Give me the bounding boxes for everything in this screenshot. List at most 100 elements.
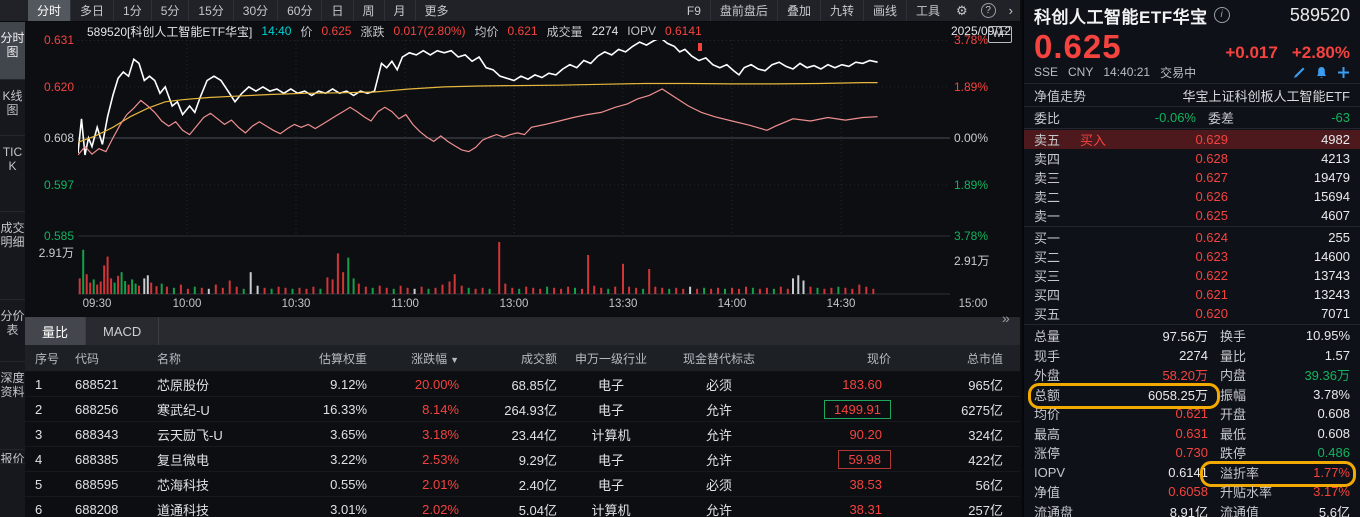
cell-code: 688208 (75, 501, 119, 517)
bid-level-买五[interactable]: 买五 0.620 7071 (1034, 304, 1350, 323)
column-header-现价[interactable]: 现价 (866, 351, 891, 366)
volume-bar (113, 282, 116, 294)
stat-row-现手: 现手 2274 量比 1.57 (1034, 346, 1350, 366)
volume-bar (745, 286, 747, 294)
tool-叠加[interactable]: 叠加 (776, 0, 820, 21)
period-tab-1分[interactable]: 1分 (113, 0, 151, 21)
stat-label-净值: 净值 (1034, 485, 1061, 501)
bid-level-买四[interactable]: 买四 0.621 13243 (1034, 285, 1350, 304)
volume-bar (816, 287, 819, 294)
tool-盘前盘后[interactable]: 盘前盘后 (709, 0, 777, 21)
stat-value-净值: 0.6058 (1168, 484, 1208, 500)
ask-level-卖四[interactable]: 卖四 0.628 4213 (1034, 149, 1350, 168)
stat-row-涨停: 涨停 0.730 跌停 0.486 (1034, 443, 1350, 463)
ask-level-卖三[interactable]: 卖三 0.627 19479 (1034, 168, 1350, 187)
help-icon[interactable]: ? (980, 3, 996, 18)
column-header-现金替代标志[interactable]: 现金替代标志 (682, 351, 755, 366)
column-header-申万一级行业[interactable]: 申万一级行业 (574, 351, 647, 366)
price-value: 0.625 (321, 24, 352, 38)
tool-九转[interactable]: 九转 (819, 0, 863, 21)
table-row-688595[interactable]: 5 688595 芯海科技 0.55% 2.01% 2.40亿 电子 必须 38.53 56亿 (25, 472, 1020, 497)
table-row-688343[interactable]: 3 688343 云天励飞-U 3.65% 3.18% 23.44亿 计算机 允许 90.20 3… (25, 422, 1020, 447)
bid-level-买二[interactable]: 买二 0.623 14600 (1034, 247, 1350, 266)
volume-bar (342, 272, 345, 294)
volume-bar (357, 283, 360, 294)
quote-stats: 总量 97.56万 换手 10.95% 现手 2274 量比 1.57 外盘 58.20万 内盘 39… (1028, 326, 1356, 517)
nav-trend-row[interactable]: 净值走势 华宝上证科创板人工智能ETF (1034, 85, 1350, 105)
sidebar-item-报价[interactable]: 报价 (0, 452, 25, 464)
column-header-涨跌幅[interactable]: 涨跌幅 ▼ (411, 351, 459, 366)
tool-工具[interactable]: 工具 (905, 0, 949, 21)
period-tab-15分[interactable]: 15分 (188, 0, 232, 21)
ask-level-卖二[interactable]: 卖二 0.626 15694 (1034, 187, 1350, 206)
gear-icon[interactable]: ⚙ (956, 2, 968, 18)
volume-bar (772, 288, 775, 294)
volume-bar (92, 279, 95, 294)
stat-label-均价: 均价 (1034, 407, 1061, 423)
volume-bar (172, 287, 175, 294)
bid-level-买一[interactable]: 买一 0.624 255 (1034, 228, 1350, 247)
period-toolbar: 分时 多日 1分 5分 15分 30分 60分日周月更多 F9 盘前盘后 叠加 九转 画线 工具 ⚙? › (0, 0, 1020, 22)
edit-pencil-icon[interactable] (1293, 66, 1306, 79)
stat-label-量比: 量比 (1220, 348, 1247, 364)
bid-label: 买五 (1034, 307, 1061, 322)
column-header-序号[interactable]: 序号 (35, 351, 60, 366)
period-tab-月[interactable]: 月 (383, 0, 415, 21)
cell-mcap: 422亿 (968, 452, 1003, 468)
period-tab-日[interactable]: 日 (321, 0, 352, 21)
period-tab-60分[interactable]: 60分 (277, 0, 321, 21)
column-header-估算权重[interactable]: 估算权重 (318, 351, 367, 366)
sidebar-item-TICK[interactable]: TICK (0, 136, 25, 212)
period-tab-更多[interactable]: 更多 (414, 0, 458, 21)
sidebar-item-成交明细[interactable]: 成交明细 (0, 212, 25, 300)
tool-画线[interactable]: 画线 (862, 0, 906, 21)
chevron-right-icon[interactable]: › (1008, 3, 1013, 18)
column-header-成交额[interactable]: 成交额 (520, 351, 557, 366)
period-tab-分时[interactable]: 分时 (28, 0, 71, 21)
wp-monitor-icon[interactable]: WP (988, 26, 1012, 43)
period-tab-多日[interactable]: 多日 (70, 0, 113, 21)
stat-value-外盘: 58.20万 (1162, 368, 1208, 384)
table-row-688208[interactable]: 6 688208 道通科技 3.01% 2.02% 5.04亿 计算机 允许 38.31 257亿 (25, 497, 1020, 517)
info-icon[interactable]: i (1213, 7, 1230, 23)
sidebar-item-分时图[interactable]: 分时图 (0, 22, 25, 80)
volume-bar (738, 288, 740, 294)
intraday-chart-canvas[interactable] (78, 40, 950, 296)
volume-bar (600, 287, 603, 294)
table-row-688385[interactable]: 4 688385 复旦微电 3.22% 2.53% 9.29亿 电子 允许 59.98 422亿 (25, 447, 1020, 472)
volume-bar (587, 255, 590, 294)
volume-bar (235, 286, 238, 294)
column-header-代码[interactable]: 代码 (75, 351, 100, 366)
ask-level-卖一[interactable]: 卖一 0.625 4607 (1034, 206, 1350, 225)
alert-bell-icon[interactable] (1315, 66, 1328, 79)
panel-collapse-handle[interactable]: » (1002, 310, 1010, 326)
sidebar-item-K线图[interactable]: K线图 (0, 80, 25, 136)
nav-trend-label: 净值走势 (1034, 88, 1087, 104)
indicator-tab-量比[interactable]: 量比 (25, 317, 87, 346)
price-change: +0.017 +2.80% (1211, 43, 1350, 63)
column-header-名称[interactable]: 名称 (157, 351, 182, 366)
cell-weight: 16.33% (322, 401, 367, 417)
period-tab-30分[interactable]: 30分 (232, 0, 277, 21)
bid-level-买三[interactable]: 买三 0.622 13743 (1034, 266, 1350, 285)
sidebar-item-分价表[interactable]: 分价表 (0, 300, 25, 362)
change-value: 0.017(2.80%) (393, 24, 466, 38)
stat-value-总额: 6058.25万 (1148, 387, 1208, 403)
sidebar-item-深度资料[interactable]: 深度资料 (0, 362, 25, 450)
ask-level-卖五[interactable]: 卖五 买入 0.629 4982 (1024, 130, 1360, 149)
currency: CNY (1068, 65, 1094, 79)
quote-price-row: 0.625 +0.017 +2.80% (1034, 28, 1350, 65)
table-row-688521[interactable]: 1 688521 芯原股份 9.12% 20.00% 68.85亿 电子 必须 183.60 96… (25, 372, 1020, 397)
period-tab-5分[interactable]: 5分 (150, 0, 189, 21)
tool-F9[interactable]: F9 (686, 3, 701, 18)
volume-bar (668, 288, 671, 294)
indicator-tab-MACD[interactable]: MACD (86, 317, 160, 346)
volume-bar (560, 288, 563, 294)
table-row-688256[interactable]: 2 688256 寒武纪-U 16.33% 8.14% 264.93亿 电子 允许 1499.9… (25, 397, 1020, 422)
volume-bar (89, 282, 92, 294)
add-plus-icon[interactable] (1337, 66, 1350, 79)
column-header-总市值[interactable]: 总市值 (966, 351, 1003, 366)
period-tab-周[interactable]: 周 (352, 0, 384, 21)
stat-label-振幅: 振幅 (1220, 387, 1247, 403)
